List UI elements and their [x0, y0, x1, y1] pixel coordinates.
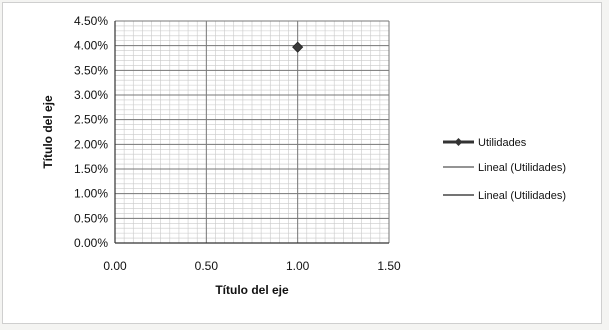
y-axis-title: Título del eje — [41, 95, 55, 169]
y-tick-label: 0.00% — [74, 236, 108, 250]
y-tick-labels: 0.00% 0.50% 1.00% 1.50% 2.00% 2.50% 3.00% 3.50%… — [74, 14, 108, 250]
y-tick-label: 2.00% — [74, 137, 108, 151]
y-tick-label: 2.50% — [74, 113, 108, 127]
data-points — [292, 41, 304, 53]
data-point — [292, 41, 304, 53]
legend-swatch-marker — [454, 138, 463, 146]
x-axis-title: Título del eje — [215, 283, 289, 297]
x-tick-label: 1.00 — [286, 259, 310, 273]
legend-label: Utilidades — [478, 137, 527, 149]
x-tick-label: 1.50 — [377, 259, 401, 273]
legend-label: Lineal (Utilidades) — [478, 190, 566, 202]
y-tick-label: 1.00% — [74, 187, 108, 201]
y-tick-label: 4.00% — [74, 39, 108, 53]
plot-axes — [114, 21, 389, 244]
x-tick-label: 0.00 — [103, 259, 127, 273]
legend-label: Lineal (Utilidades) — [478, 162, 566, 174]
chart-legend: Utilidades Lineal (Utilidades) Lineal (Uti… — [443, 137, 566, 202]
y-tick-label: 3.50% — [74, 63, 108, 77]
grid-lines — [114, 20, 390, 244]
x-tick-labels: 0.00 0.50 1.00 1.50 — [103, 259, 401, 273]
y-tick-label: 1.50% — [74, 162, 108, 176]
x-tick-label: 0.50 — [195, 259, 219, 273]
y-tick-label: 0.50% — [74, 211, 108, 225]
y-tick-label: 4.50% — [74, 14, 108, 28]
y-tick-label: 3.00% — [74, 88, 108, 102]
